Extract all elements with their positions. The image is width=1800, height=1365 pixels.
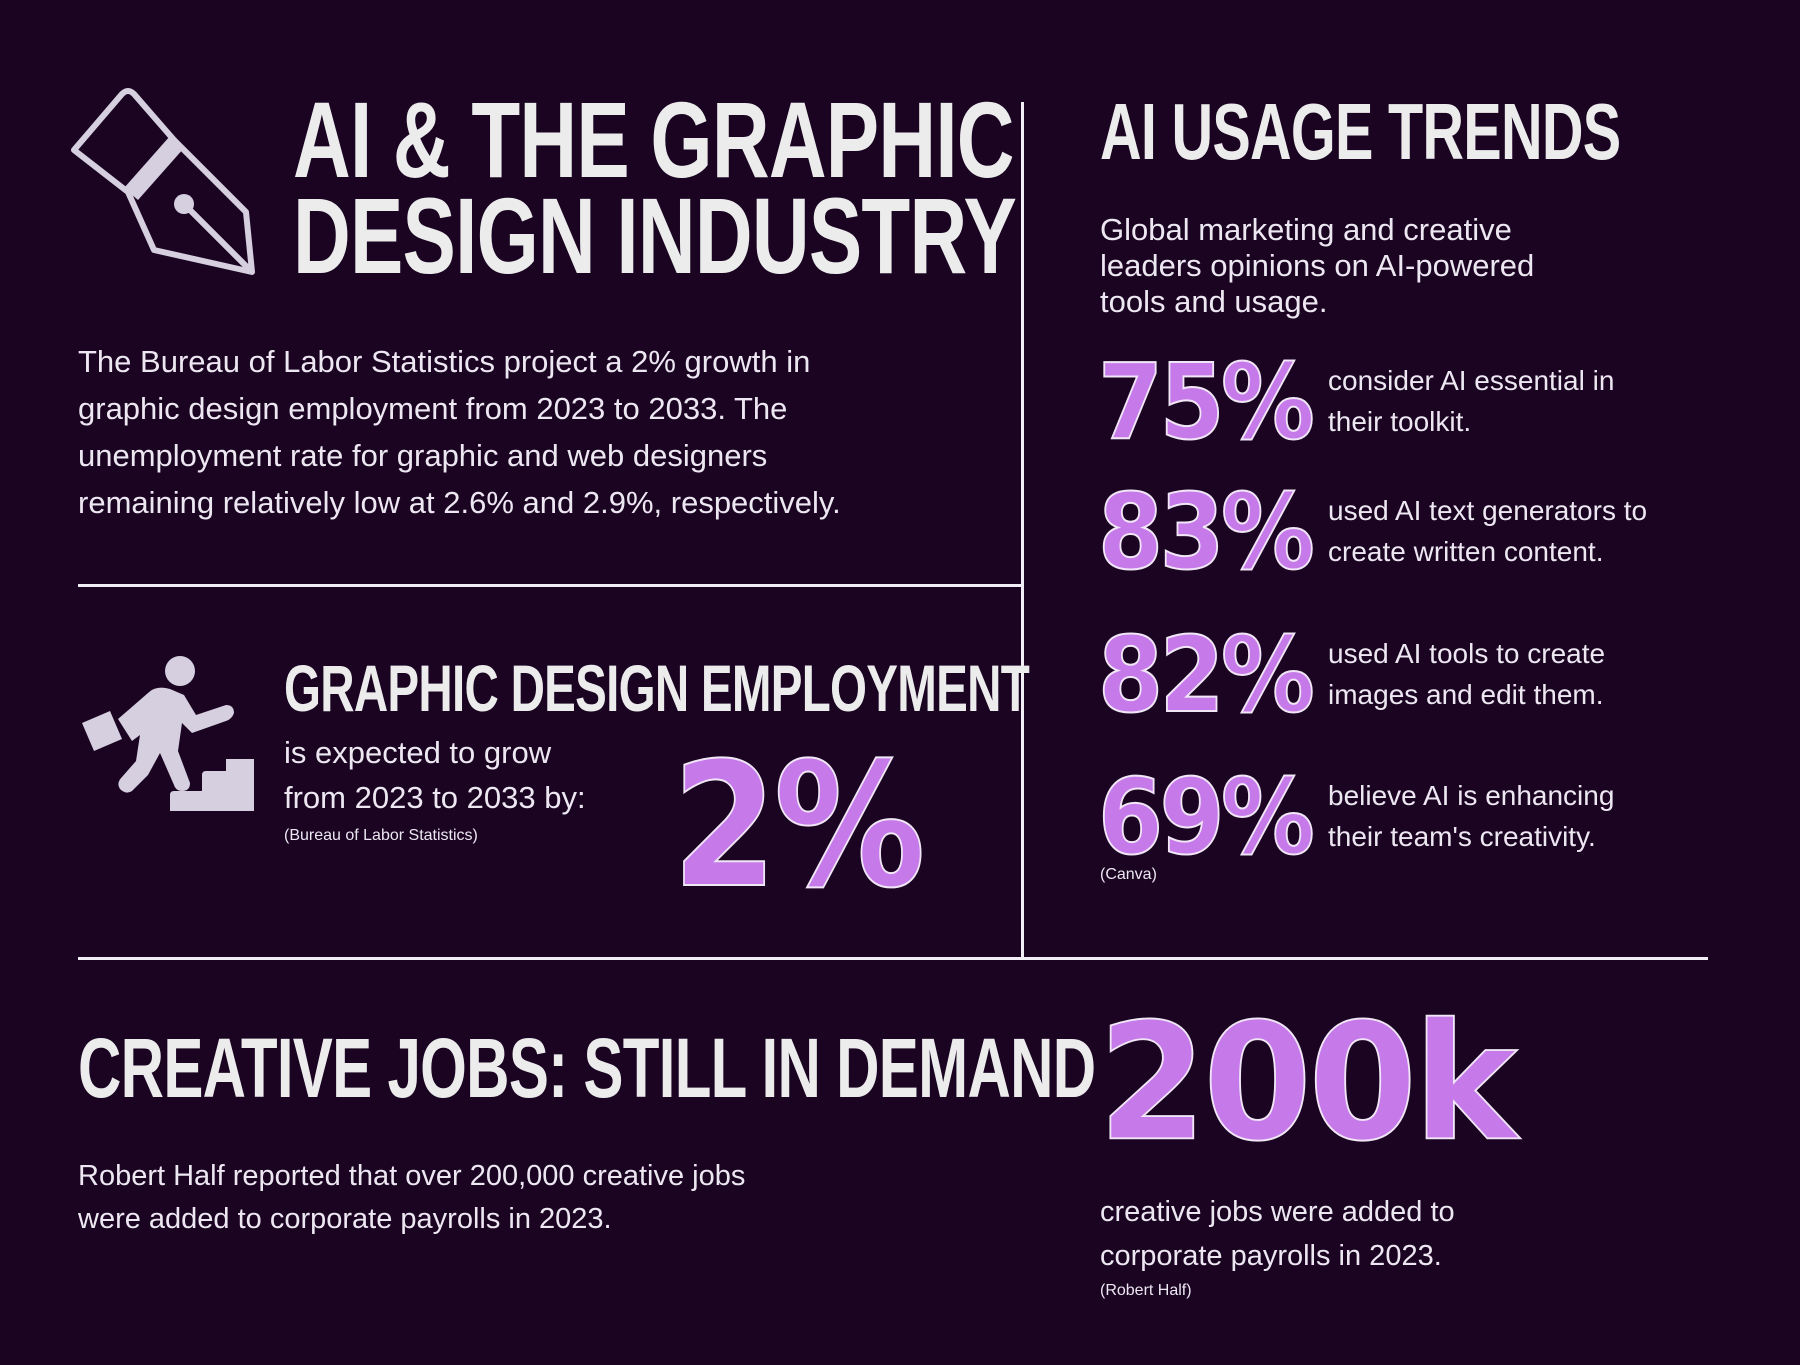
usage-subtitle-line: tools and usage.	[1100, 284, 1328, 319]
usage-title: AI USAGE TRENDS	[1100, 87, 1621, 176]
usage-stat-value: 83%	[1097, 471, 1316, 593]
divider-vertical	[1021, 102, 1024, 958]
employment-text: is expected to grow from 2023 to 2033 by…	[284, 730, 586, 820]
usage-stat-value: 82%	[1097, 614, 1316, 736]
usage-subtitle: Global marketing and creative leaders op…	[1100, 212, 1534, 320]
demand-paragraph: Robert Half reported that over 200,000 c…	[78, 1155, 745, 1241]
usage-stat: 82% used AI tools to create images and e…	[1097, 614, 1605, 736]
demand-caption: creative jobs were added to corporate pa…	[1100, 1190, 1455, 1278]
usage-stat-value: 75%	[1097, 341, 1316, 463]
demand-line: Robert Half reported that over 200,000 c…	[78, 1160, 746, 1192]
usage-stat: 69% believe AI is enhancing their team's…	[1097, 756, 1614, 878]
employment-source: (Bureau of Labor Statistics)	[284, 827, 478, 844]
demand-line: were added to corporate payrolls in 2023…	[78, 1203, 612, 1235]
usage-stat-description: used AI tools to create images and edit …	[1328, 629, 1605, 715]
divider-bottom	[78, 957, 1708, 960]
usage-stat-line: their team's creativity.	[1328, 821, 1596, 852]
title-line-1: AI & THE GRAPHIC	[293, 79, 1015, 200]
usage-stat-line: images and edit them.	[1328, 679, 1604, 710]
demand-caption-line: corporate payrolls in 2023.	[1100, 1240, 1442, 1272]
employment-title: GRAPHIC DESIGN EMPLOYMENT	[284, 651, 1030, 725]
usage-stat-line: used AI tools to create	[1328, 638, 1606, 669]
employment-line: from 2023 to 2033 by:	[284, 780, 586, 815]
usage-stat: 75% consider AI essential in their toolk…	[1097, 341, 1614, 463]
usage-stat-description: consider AI essential in their toolkit.	[1328, 356, 1614, 442]
employment-growth-value: 2%	[671, 725, 926, 926]
usage-stat-line: consider AI essential in	[1328, 365, 1615, 396]
usage-subtitle-line: leaders opinions on AI-powered	[1100, 248, 1535, 283]
demand-caption-line: creative jobs were added to	[1100, 1196, 1455, 1228]
demand-source: (Robert Half)	[1100, 1282, 1192, 1299]
usage-stat-line: their toolkit.	[1328, 406, 1472, 437]
usage-stat-value: 69%	[1097, 756, 1316, 878]
demand-value: 200k	[1097, 989, 1518, 1178]
usage-stat-line: believe AI is enhancing	[1328, 780, 1615, 811]
usage-subtitle-line: Global marketing and creative	[1100, 212, 1512, 247]
usage-stat-line: create written content.	[1328, 536, 1604, 567]
employment-line: is expected to grow	[284, 735, 552, 770]
intro-line: remaining relatively low at 2.6% and 2.9…	[78, 485, 841, 520]
divider-left-middle	[78, 584, 1023, 587]
page-title: AI & THE GRAPHIC DESIGN INDUSTRY	[293, 79, 1017, 296]
fountain-pen-icon	[66, 88, 262, 278]
usage-stat-description: used AI text generators to create writte…	[1328, 486, 1647, 572]
usage-stat-line: used AI text generators to	[1328, 495, 1648, 526]
intro-line: unemployment rate for graphic and web de…	[78, 438, 768, 473]
intro-line: graphic design employment from 2023 to 2…	[78, 391, 788, 426]
usage-source: (Canva)	[1100, 866, 1157, 883]
demand-title: CREATIVE JOBS: STILL IN DEMAND	[78, 1021, 1096, 1115]
usage-stat: 83% used AI text generators to create wr…	[1097, 471, 1647, 593]
title-line-2: DESIGN INDUSTRY	[293, 175, 1017, 296]
usage-stat-description: believe AI is enhancing their team's cre…	[1328, 771, 1614, 857]
businessman-climbing-stairs-icon	[78, 655, 254, 811]
intro-line: The Bureau of Labor Statistics project a…	[78, 344, 811, 379]
intro-paragraph: The Bureau of Labor Statistics project a…	[78, 338, 841, 526]
